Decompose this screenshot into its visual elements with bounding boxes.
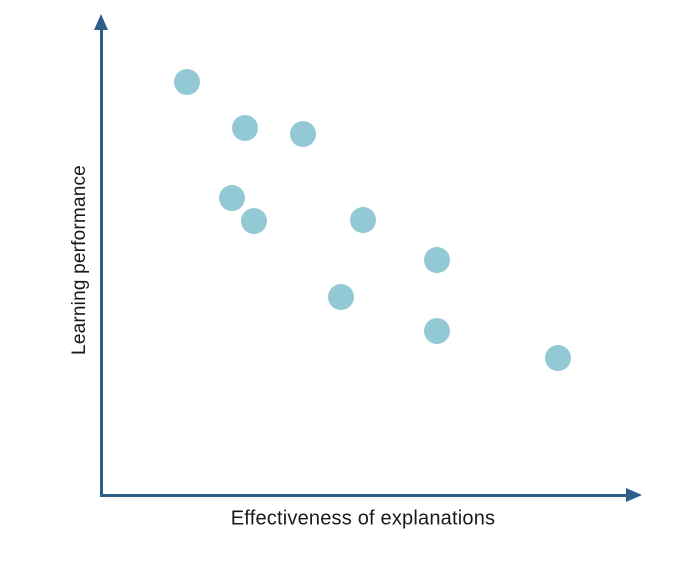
x-axis-arrow-icon [626, 488, 642, 502]
data-point [174, 68, 201, 95]
data-point [423, 246, 450, 273]
data-point [290, 121, 317, 148]
x-axis-line [100, 494, 628, 497]
x-axis-label: Effectiveness of explanations [230, 507, 496, 530]
data-point [349, 207, 376, 234]
data-point [218, 184, 245, 211]
data-point [327, 283, 354, 310]
y-axis-line [100, 26, 103, 497]
data-point [545, 344, 572, 371]
data-point [241, 208, 268, 234]
data-point [231, 114, 258, 141]
data-point [423, 317, 450, 344]
y-axis-arrow-icon [94, 14, 108, 30]
